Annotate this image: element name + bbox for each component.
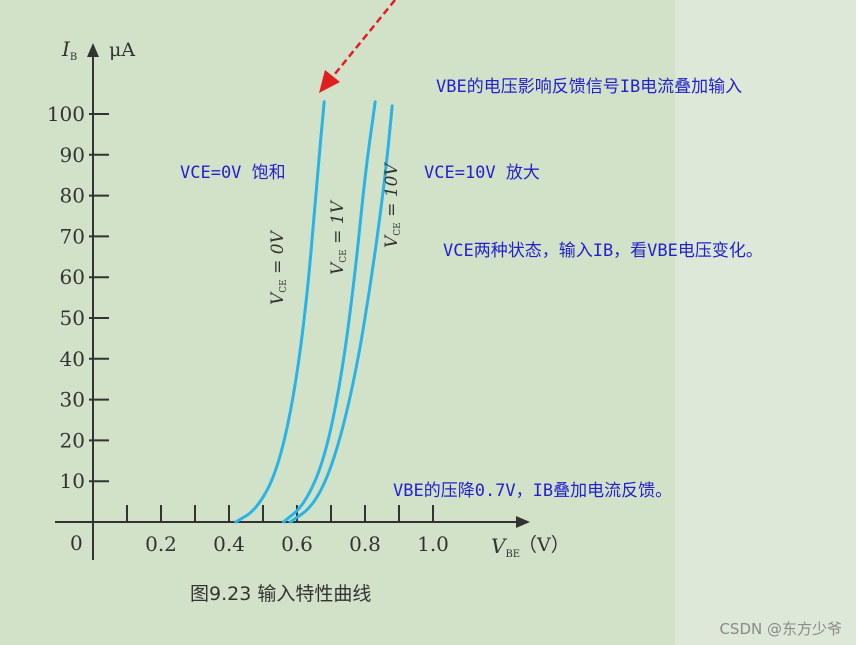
y-tick-label: 80 [60, 184, 85, 208]
annotation-voltage-drop: VBE的压降0.7V，IB叠加电流反馈。 [393, 481, 673, 501]
series-label-rest: = 0V [268, 229, 288, 279]
x-tick-label: 1.0 [417, 532, 449, 556]
curve-series-2 [288, 104, 394, 524]
series-label-main: V [328, 261, 348, 275]
series-label-rest: = 1V [328, 199, 348, 249]
y-tick-label: 60 [60, 265, 85, 289]
x-axis-label-subscript: BE [505, 549, 520, 560]
x-axis-label: VBE [491, 534, 520, 560]
curves [234, 100, 394, 524]
pointer-arrow-head [319, 70, 340, 93]
y-tick-label: 10 [60, 469, 85, 493]
axes [55, 43, 530, 560]
figure-caption: 图9.23 输入特性曲线 [190, 583, 371, 605]
background-strip [675, 0, 856, 645]
x-tick-label: 0.6 [281, 532, 313, 556]
series-label-main: V [268, 291, 288, 305]
watermark: CSDN @东方少爷 [719, 620, 842, 638]
y-tick-label: 50 [60, 306, 85, 330]
y-tick-label: 40 [60, 347, 85, 371]
series-label-sub: CE [279, 279, 289, 292]
y-axis-arrow [87, 43, 99, 57]
y-axis-label-subscript: B [70, 52, 77, 63]
textbook-figure-panel [0, 0, 675, 645]
y-axis-unit: μA [109, 39, 135, 61]
series-label-vce-0v: VCE = 0V [268, 229, 289, 305]
series-label-vce-10v: VCE = 10V [382, 162, 403, 248]
x-tick-label: 0.2 [145, 532, 177, 556]
annotation-feedback: VBE的电压影响反馈信号IB电流叠加输入 [436, 77, 743, 97]
series-label-sub: CE [393, 222, 403, 235]
curve-series-0 [234, 100, 326, 524]
annotation-vce-10v-amplify: VCE=10V 放大 [424, 163, 540, 183]
series-label-vce-1v: VCE = 1V [328, 199, 349, 275]
y-axis-label: IB [61, 37, 77, 63]
y-tick-label: 70 [60, 224, 85, 248]
y-tick-label: 90 [60, 143, 85, 167]
annotation-vce-0v-saturation: VCE=0V 饱和 [180, 163, 286, 183]
series-label-rest: = 10V [382, 162, 402, 223]
x-tick-label: 0.8 [349, 532, 381, 556]
origin-label: 0 [70, 531, 83, 555]
y-ticks: 10 20 30 40 50 60 70 80 90 100 [47, 102, 109, 493]
x-axis-arrow [516, 516, 530, 528]
y-tick-label: 20 [60, 428, 85, 452]
curve-series-1 [281, 100, 377, 524]
y-tick-label: 30 [60, 388, 85, 412]
y-tick-label: 100 [47, 102, 85, 126]
series-label-sub: CE [339, 249, 349, 262]
x-ticks: 0.2 0.4 0.6 0.8 1.0 [126, 505, 449, 556]
pointer-arrow-shaft [329, 0, 396, 81]
x-axis-unit: （V） [518, 534, 570, 556]
annotation-two-states: VCE两种状态，输入IB，看VBE电压变化。 [443, 241, 763, 261]
x-tick-label: 0.4 [213, 532, 245, 556]
series-label-main: V [382, 234, 402, 248]
